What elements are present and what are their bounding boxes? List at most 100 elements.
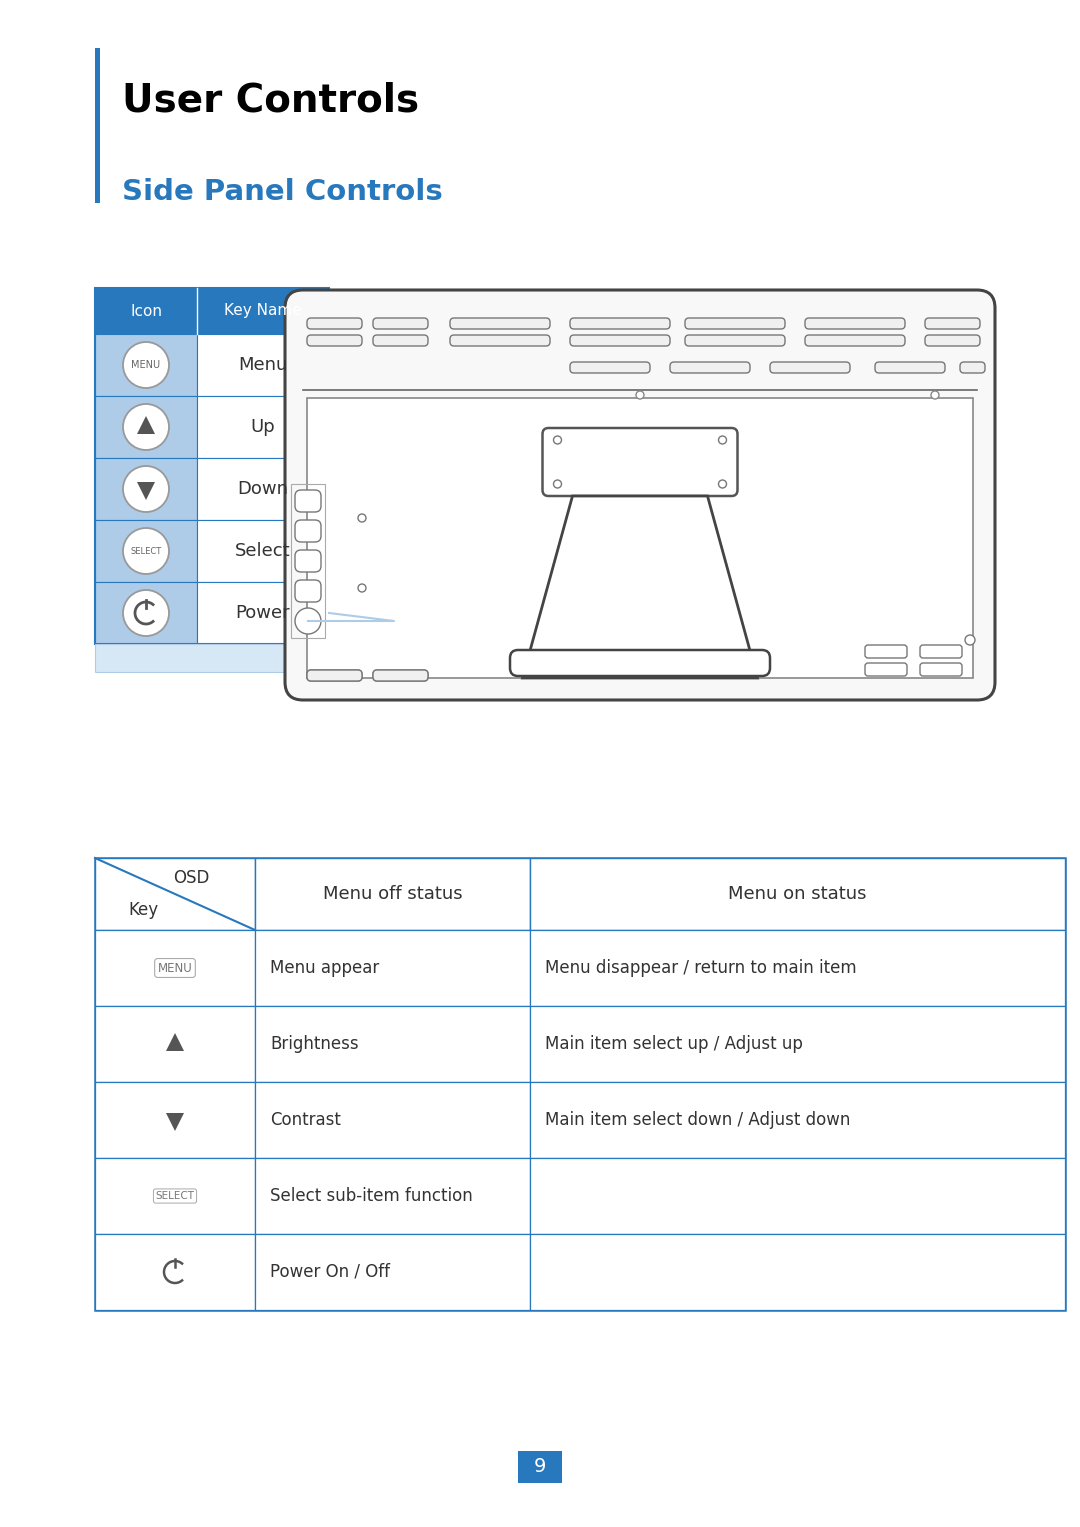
Circle shape bbox=[357, 515, 366, 522]
Circle shape bbox=[123, 342, 168, 388]
Bar bbox=[95, 395, 197, 458]
Bar bbox=[95, 582, 197, 644]
Bar bbox=[95, 47, 100, 203]
Bar bbox=[95, 858, 1065, 1310]
Polygon shape bbox=[137, 415, 156, 434]
Circle shape bbox=[295, 608, 321, 634]
Text: Menu on status: Menu on status bbox=[728, 886, 867, 902]
Circle shape bbox=[966, 635, 975, 644]
Bar bbox=[255, 858, 530, 930]
Bar bbox=[255, 1157, 530, 1234]
Polygon shape bbox=[523, 496, 757, 678]
Bar bbox=[95, 1157, 255, 1234]
FancyBboxPatch shape bbox=[373, 334, 428, 347]
FancyBboxPatch shape bbox=[373, 670, 428, 681]
Bar bbox=[197, 395, 329, 458]
Bar bbox=[307, 399, 973, 678]
Circle shape bbox=[123, 466, 168, 512]
Circle shape bbox=[636, 391, 644, 399]
FancyBboxPatch shape bbox=[570, 362, 650, 373]
Circle shape bbox=[554, 479, 562, 489]
Bar bbox=[197, 521, 329, 582]
FancyBboxPatch shape bbox=[307, 318, 362, 328]
FancyBboxPatch shape bbox=[924, 318, 980, 328]
Bar bbox=[95, 1083, 255, 1157]
Circle shape bbox=[931, 391, 939, 399]
Bar bbox=[255, 1234, 530, 1310]
Text: Menu disappear / return to main item: Menu disappear / return to main item bbox=[545, 959, 856, 977]
Text: Power: Power bbox=[235, 605, 291, 621]
FancyBboxPatch shape bbox=[670, 362, 750, 373]
Bar bbox=[291, 484, 325, 638]
Text: Menu appear: Menu appear bbox=[270, 959, 379, 977]
Polygon shape bbox=[166, 1113, 184, 1132]
Bar bbox=[95, 521, 197, 582]
FancyBboxPatch shape bbox=[373, 670, 428, 681]
Circle shape bbox=[554, 437, 562, 444]
Circle shape bbox=[357, 583, 366, 592]
Text: Icon: Icon bbox=[130, 304, 162, 319]
FancyBboxPatch shape bbox=[685, 318, 785, 328]
Bar bbox=[530, 1157, 1065, 1234]
Bar bbox=[197, 582, 329, 644]
Bar bbox=[95, 644, 394, 672]
FancyBboxPatch shape bbox=[510, 651, 770, 676]
Circle shape bbox=[718, 479, 727, 489]
Bar bbox=[255, 930, 530, 1006]
FancyBboxPatch shape bbox=[805, 318, 905, 328]
Bar bbox=[255, 1006, 530, 1083]
FancyBboxPatch shape bbox=[295, 521, 321, 542]
Text: User Controls: User Controls bbox=[122, 82, 419, 121]
FancyBboxPatch shape bbox=[865, 644, 907, 658]
FancyBboxPatch shape bbox=[570, 318, 670, 328]
FancyBboxPatch shape bbox=[920, 663, 962, 676]
FancyBboxPatch shape bbox=[307, 670, 362, 681]
Bar bbox=[95, 458, 197, 521]
Text: 9: 9 bbox=[534, 1457, 546, 1477]
Text: Power On / Off: Power On / Off bbox=[270, 1263, 390, 1281]
Text: Contrast: Contrast bbox=[270, 1112, 341, 1128]
FancyBboxPatch shape bbox=[960, 362, 985, 373]
Bar bbox=[530, 1083, 1065, 1157]
Text: Main item select up / Adjust up: Main item select up / Adjust up bbox=[545, 1035, 802, 1054]
Bar bbox=[530, 930, 1065, 1006]
Circle shape bbox=[718, 437, 727, 444]
Bar bbox=[95, 289, 329, 644]
FancyBboxPatch shape bbox=[307, 670, 362, 681]
FancyBboxPatch shape bbox=[805, 334, 905, 347]
FancyBboxPatch shape bbox=[450, 334, 550, 347]
Circle shape bbox=[123, 589, 168, 637]
Text: SELECT: SELECT bbox=[156, 1191, 194, 1202]
Text: Down: Down bbox=[238, 479, 288, 498]
FancyBboxPatch shape bbox=[570, 334, 670, 347]
Circle shape bbox=[123, 528, 168, 574]
Text: Up: Up bbox=[251, 418, 275, 437]
Bar bbox=[197, 334, 329, 395]
FancyBboxPatch shape bbox=[450, 318, 550, 328]
Bar bbox=[255, 1083, 530, 1157]
FancyBboxPatch shape bbox=[373, 318, 428, 328]
FancyBboxPatch shape bbox=[295, 490, 321, 512]
FancyBboxPatch shape bbox=[285, 290, 995, 699]
Bar bbox=[95, 289, 329, 334]
Bar bbox=[95, 1234, 255, 1310]
Text: Main item select down / Adjust down: Main item select down / Adjust down bbox=[545, 1112, 850, 1128]
FancyBboxPatch shape bbox=[685, 334, 785, 347]
Text: Select sub-item function: Select sub-item function bbox=[270, 1186, 473, 1205]
Text: Brightness: Brightness bbox=[270, 1035, 359, 1054]
FancyBboxPatch shape bbox=[875, 362, 945, 373]
Text: OSD: OSD bbox=[173, 869, 210, 887]
Polygon shape bbox=[137, 483, 156, 499]
Bar bbox=[95, 858, 255, 930]
FancyBboxPatch shape bbox=[295, 550, 321, 573]
FancyBboxPatch shape bbox=[865, 663, 907, 676]
Text: MENU: MENU bbox=[158, 962, 192, 974]
Polygon shape bbox=[166, 1032, 184, 1051]
FancyBboxPatch shape bbox=[770, 362, 850, 373]
Text: Menu: Menu bbox=[239, 356, 287, 374]
Bar bbox=[95, 930, 255, 1006]
Bar bbox=[518, 1451, 562, 1483]
Text: Key: Key bbox=[127, 901, 158, 919]
Bar bbox=[530, 1234, 1065, 1310]
Text: Menu off status: Menu off status bbox=[323, 886, 462, 902]
